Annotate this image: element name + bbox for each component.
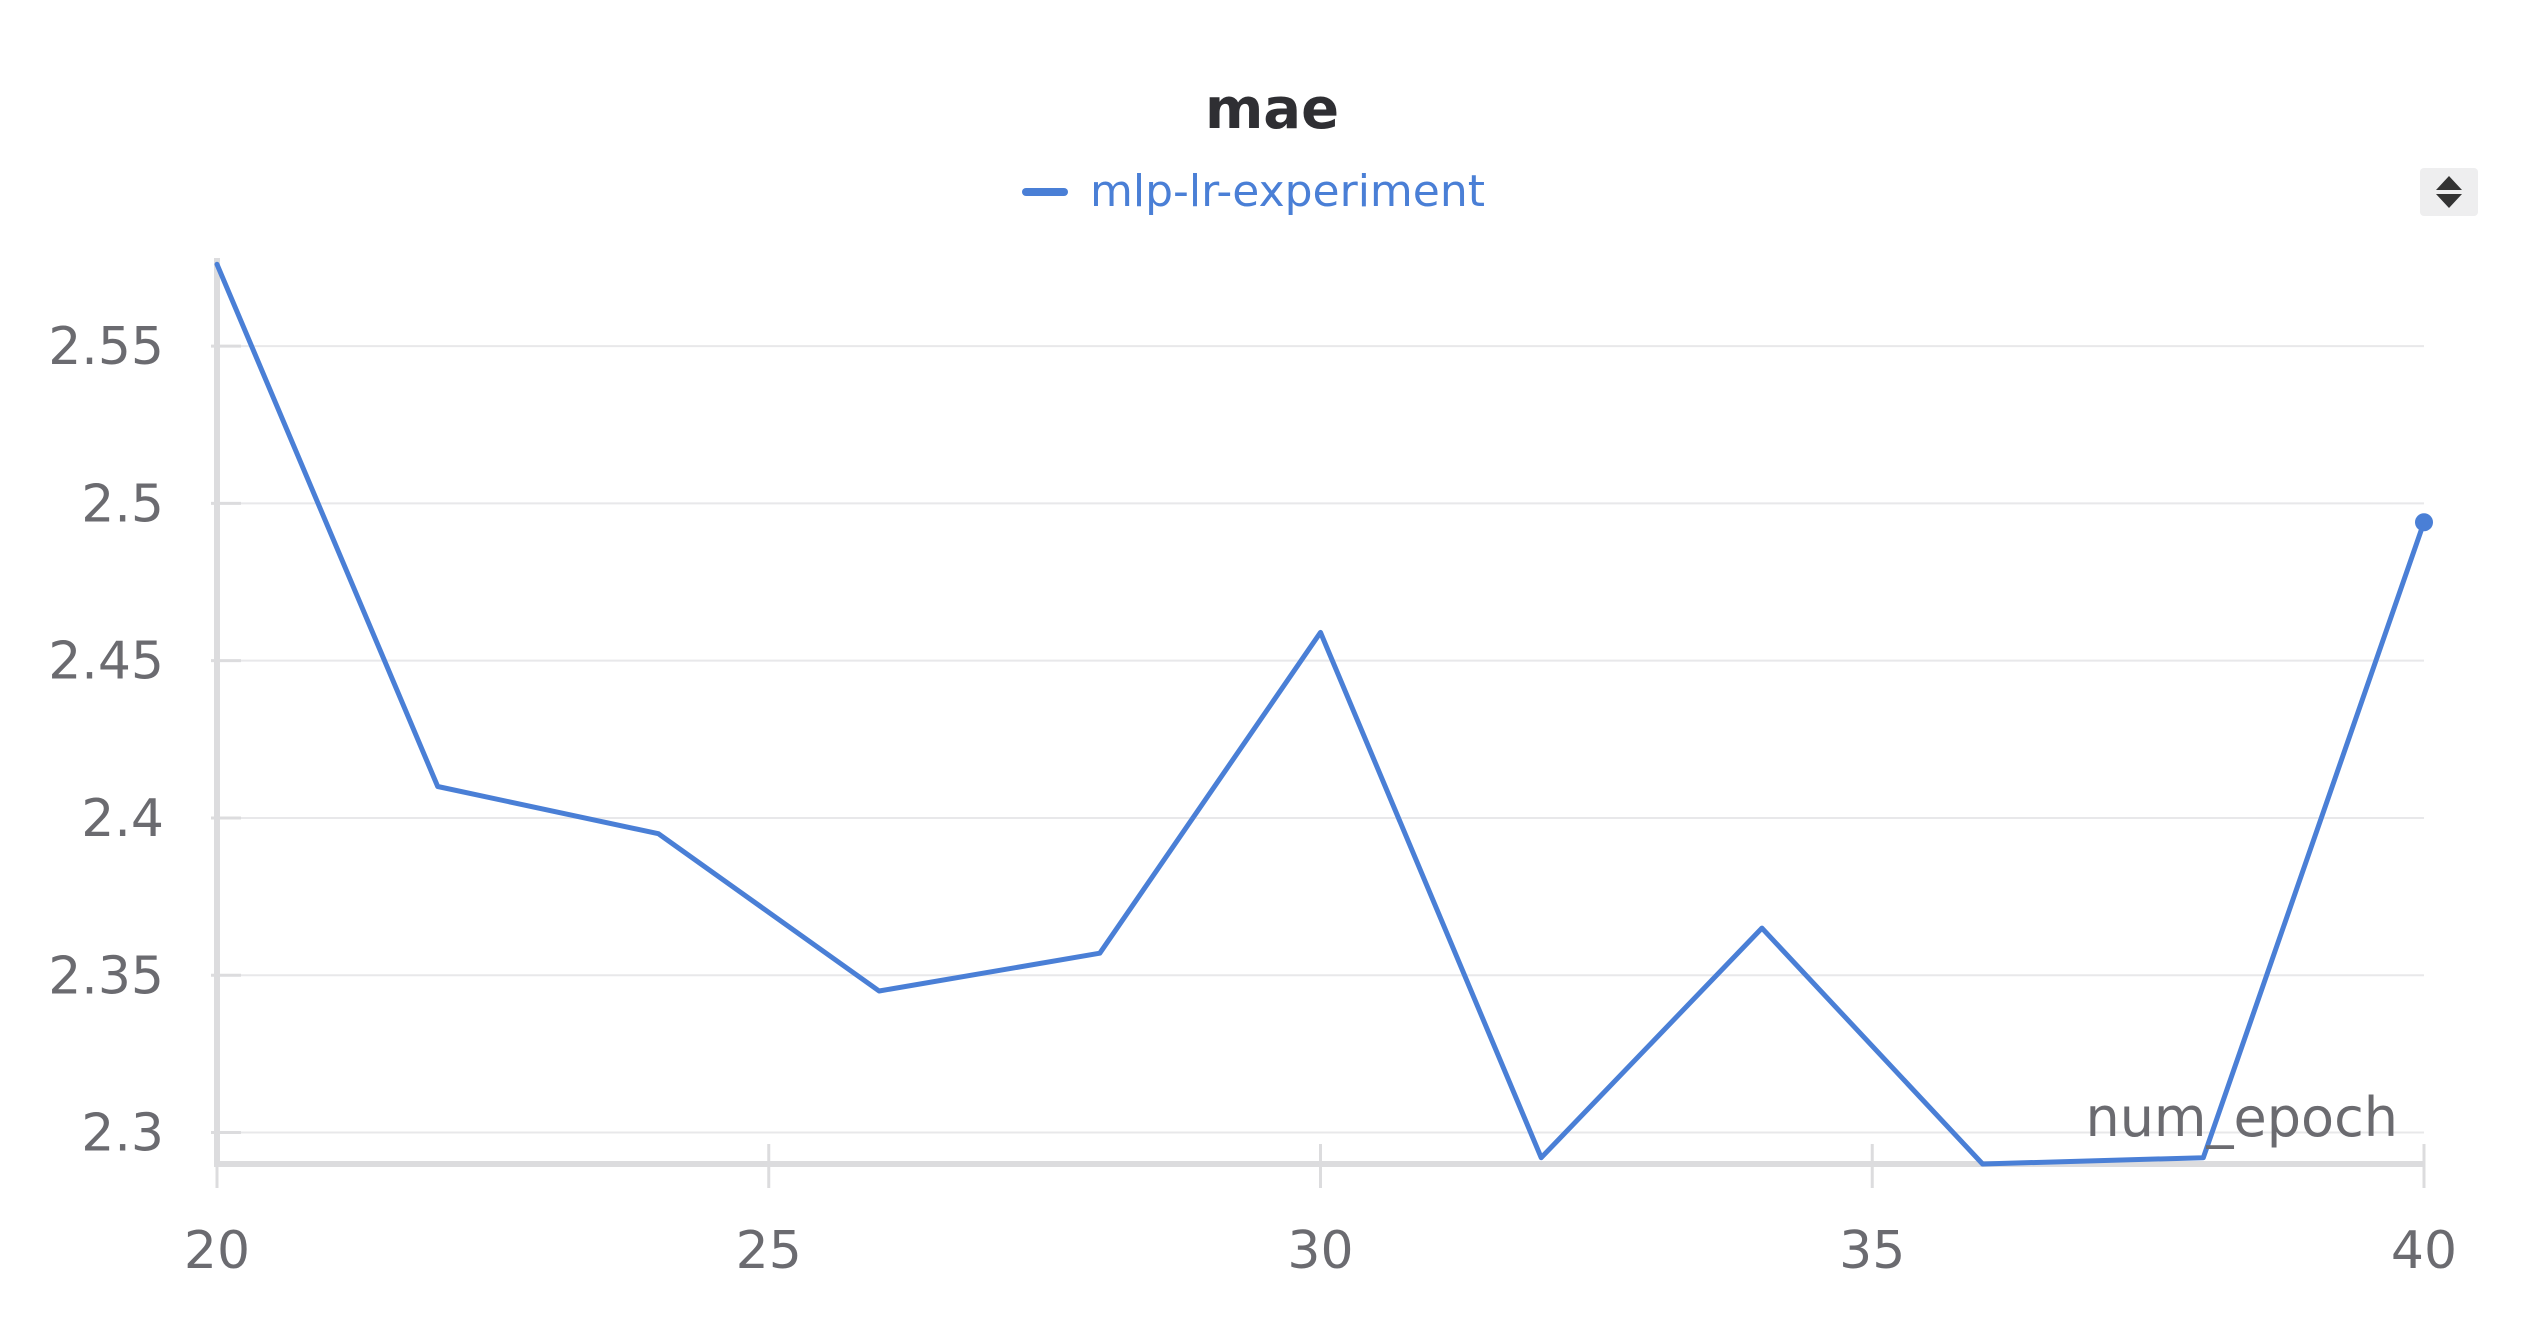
x-tick-label: 20 — [184, 1221, 250, 1281]
x-tick-label: 25 — [736, 1221, 802, 1281]
y-tick-label: 2.5 — [81, 474, 164, 534]
y-axis-ticks: 2.3 2.35 2.4 2.45 2.5 2.55 — [48, 317, 241, 1163]
chart-title: mae — [1205, 77, 1339, 142]
y-tick-label: 2.35 — [48, 946, 164, 1006]
x-axis-label: num_epoch — [2085, 1086, 2398, 1149]
sort-button[interactable] — [2420, 168, 2478, 216]
legend[interactable]: mlp-lr-experiment — [1026, 166, 1485, 217]
sort-button-bg — [2420, 168, 2478, 216]
x-tick-label: 30 — [1287, 1221, 1353, 1281]
y-tick-label: 2.3 — [81, 1104, 164, 1164]
legend-label[interactable]: mlp-lr-experiment — [1090, 166, 1485, 217]
x-tick-label: 40 — [2391, 1221, 2457, 1281]
grid — [217, 346, 2424, 1132]
y-tick-label: 2.45 — [48, 632, 164, 692]
x-tick-label: 35 — [1839, 1221, 1905, 1281]
data-point[interactable] — [2415, 513, 2433, 531]
y-tick-label: 2.4 — [81, 789, 164, 849]
series-line-0[interactable] — [217, 264, 2424, 1164]
y-tick-label: 2.55 — [48, 317, 164, 377]
series-layer — [217, 264, 2433, 1164]
